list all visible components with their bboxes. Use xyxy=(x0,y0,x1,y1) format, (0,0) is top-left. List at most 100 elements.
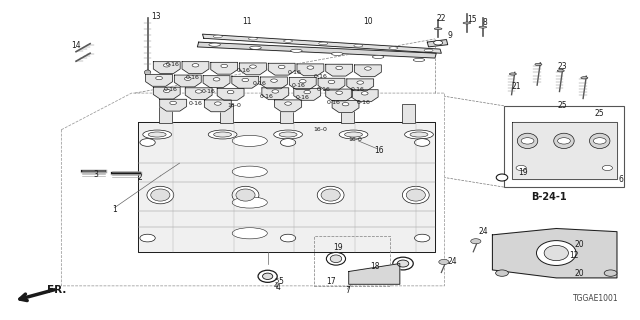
Circle shape xyxy=(140,139,156,146)
Text: 0-16: 0-16 xyxy=(166,62,179,67)
Polygon shape xyxy=(174,75,201,87)
Ellipse shape xyxy=(232,186,259,204)
Ellipse shape xyxy=(148,132,166,137)
Ellipse shape xyxy=(344,132,362,137)
Polygon shape xyxy=(160,99,186,111)
Text: 10: 10 xyxy=(364,17,373,26)
Polygon shape xyxy=(185,88,212,100)
Text: 0-16: 0-16 xyxy=(288,70,302,75)
Circle shape xyxy=(415,234,430,242)
Bar xyxy=(314,236,390,286)
Bar xyxy=(280,104,293,123)
Ellipse shape xyxy=(319,42,328,45)
Text: 5: 5 xyxy=(278,277,284,286)
Text: 0-16: 0-16 xyxy=(291,83,305,88)
Ellipse shape xyxy=(147,186,173,204)
Circle shape xyxy=(221,64,228,68)
Ellipse shape xyxy=(410,132,428,137)
Ellipse shape xyxy=(236,189,255,201)
Text: 0-16: 0-16 xyxy=(357,100,371,105)
Circle shape xyxy=(250,65,256,68)
Circle shape xyxy=(434,41,443,45)
Circle shape xyxy=(328,80,335,84)
Polygon shape xyxy=(347,79,374,91)
Text: 19: 19 xyxy=(518,168,527,177)
Circle shape xyxy=(192,64,199,67)
Ellipse shape xyxy=(424,49,433,52)
Polygon shape xyxy=(182,62,209,74)
Ellipse shape xyxy=(214,132,232,137)
Polygon shape xyxy=(232,76,259,88)
Text: 0-16: 0-16 xyxy=(326,100,340,105)
Ellipse shape xyxy=(208,130,237,139)
Bar xyxy=(220,104,232,123)
Ellipse shape xyxy=(232,135,268,147)
Ellipse shape xyxy=(143,130,172,139)
Text: 9: 9 xyxy=(448,31,452,40)
Ellipse shape xyxy=(581,77,588,79)
Text: 20: 20 xyxy=(574,240,584,249)
Text: 5: 5 xyxy=(274,278,278,284)
Text: 21: 21 xyxy=(511,82,521,91)
Circle shape xyxy=(163,64,170,67)
Polygon shape xyxy=(294,88,321,100)
Text: 0-16: 0-16 xyxy=(296,95,310,100)
Ellipse shape xyxy=(339,130,368,139)
Circle shape xyxy=(516,165,526,171)
Circle shape xyxy=(602,165,612,171)
Text: 23: 23 xyxy=(557,61,567,70)
Circle shape xyxy=(271,79,277,82)
Ellipse shape xyxy=(279,132,297,137)
Text: 16-0: 16-0 xyxy=(227,103,241,108)
Ellipse shape xyxy=(317,186,344,204)
Circle shape xyxy=(300,80,306,83)
Text: 7: 7 xyxy=(346,286,351,295)
Text: 19: 19 xyxy=(333,243,342,252)
Polygon shape xyxy=(326,89,353,101)
Ellipse shape xyxy=(589,133,610,148)
Text: 15: 15 xyxy=(467,15,477,24)
Ellipse shape xyxy=(321,189,340,201)
Circle shape xyxy=(278,65,285,68)
Polygon shape xyxy=(268,63,295,75)
Text: 16: 16 xyxy=(374,146,384,155)
Ellipse shape xyxy=(250,46,261,49)
Text: 25: 25 xyxy=(557,101,567,110)
Polygon shape xyxy=(154,87,180,99)
Circle shape xyxy=(307,66,314,69)
Circle shape xyxy=(163,89,170,92)
Text: 1: 1 xyxy=(113,205,117,214)
Circle shape xyxy=(280,139,296,146)
Text: 0-16: 0-16 xyxy=(164,87,177,92)
Text: 22: 22 xyxy=(436,14,445,23)
Ellipse shape xyxy=(258,270,277,282)
Polygon shape xyxy=(138,122,435,252)
Circle shape xyxy=(521,138,534,144)
Polygon shape xyxy=(492,228,617,278)
Ellipse shape xyxy=(536,241,576,266)
Circle shape xyxy=(342,102,349,106)
Circle shape xyxy=(365,67,371,70)
Circle shape xyxy=(357,81,364,84)
Ellipse shape xyxy=(330,255,342,263)
Ellipse shape xyxy=(332,52,343,55)
Circle shape xyxy=(280,234,296,242)
Text: 24: 24 xyxy=(448,257,458,266)
Text: 13: 13 xyxy=(151,12,161,21)
Text: 11: 11 xyxy=(242,17,252,26)
Text: 4: 4 xyxy=(275,283,280,292)
Polygon shape xyxy=(260,77,287,89)
Text: B-24-1: B-24-1 xyxy=(531,192,566,202)
Text: 24: 24 xyxy=(478,227,488,236)
Ellipse shape xyxy=(463,22,470,24)
Polygon shape xyxy=(202,34,442,53)
Circle shape xyxy=(195,90,202,93)
Circle shape xyxy=(362,92,368,95)
Circle shape xyxy=(170,101,177,105)
Text: 6: 6 xyxy=(619,175,624,184)
Polygon shape xyxy=(203,76,230,87)
Circle shape xyxy=(285,102,291,105)
Text: 18: 18 xyxy=(370,262,380,271)
Text: 0-16: 0-16 xyxy=(351,87,365,92)
Polygon shape xyxy=(146,75,173,86)
